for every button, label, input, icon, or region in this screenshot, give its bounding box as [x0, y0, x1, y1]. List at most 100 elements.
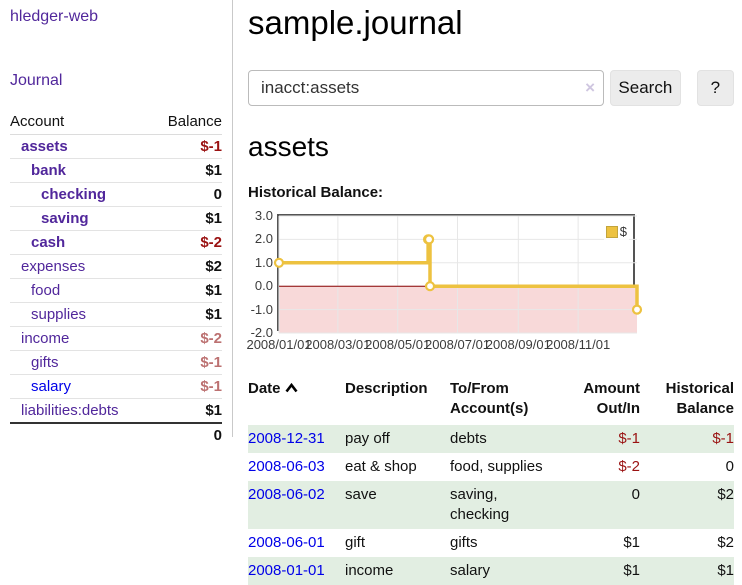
x-axis-tick-label: 2008/03/01 — [305, 337, 371, 352]
accounts-table: Account Balance assets $-1 bank $1 checking 0… — [10, 110, 222, 447]
account-row: food $1 — [10, 279, 222, 303]
transaction-row: 2008-12-31 pay off debts $-1 $-1 — [248, 425, 734, 453]
account-link-saving[interactable]: saving — [41, 210, 89, 227]
account-link-expenses[interactable]: expenses — [21, 258, 86, 275]
transaction-row: 2008-06-03 eat & shop food, supplies $-2 0 — [248, 453, 734, 481]
clear-search-icon[interactable]: × — [585, 78, 596, 97]
transaction-amount: $-2 — [618, 458, 640, 475]
accounts-total-row: 0 — [10, 422, 222, 447]
chart-canvas — [273, 215, 643, 334]
account-balance: 0 — [213, 186, 222, 203]
balance-column-header: Historical Balance — [665, 380, 734, 417]
historical-balance-chart: 3.0 2.0 1.0 0.0 -1.0 -2.0 $ 2008/01/01 2008/03… — [246, 209, 734, 354]
transaction-amount: 0 — [631, 486, 640, 503]
transaction-balance: $1 — [717, 562, 734, 579]
account-link-assets[interactable]: assets — [21, 138, 68, 155]
transactions-header-row: Date Description To/From Account(s) Amou… — [248, 375, 734, 425]
accounts-total-balance: 0 — [213, 427, 222, 444]
transaction-amount: $1 — [623, 534, 640, 551]
account-balance: $-1 — [200, 378, 222, 395]
transaction-balance: $-1 — [712, 430, 734, 447]
account-row: cash $-2 — [10, 231, 222, 255]
account-balance: $2 — [205, 258, 222, 275]
account-row: expenses $2 — [10, 255, 222, 279]
account-row: income $-2 — [10, 327, 222, 351]
transaction-amount: $1 — [623, 562, 640, 579]
transaction-date-link[interactable]: 2008-12-31 — [248, 430, 325, 447]
account-balance: $1 — [205, 210, 222, 227]
search-button[interactable]: Search — [610, 70, 681, 106]
transaction-description: gift — [345, 534, 366, 551]
y-axis-tick-label: -1.0 — [250, 301, 273, 317]
accounts-column-header: To/From Account(s) — [450, 380, 529, 417]
account-row: bank $1 — [10, 159, 222, 183]
transaction-description: eat & shop — [345, 458, 417, 475]
account-link-liabilities-debts[interactable]: liabilities:debts — [21, 402, 119, 419]
account-link-bank[interactable]: bank — [31, 162, 67, 179]
x-axis-tick-label: 2008/05/01 — [365, 337, 431, 352]
legend-swatch-icon — [605, 225, 618, 238]
transaction-accounts: saving, checking — [450, 486, 510, 523]
transaction-accounts: debts — [450, 430, 487, 447]
transaction-date-link[interactable]: 2008-06-01 — [248, 534, 325, 551]
account-link-supplies[interactable]: supplies — [31, 306, 87, 323]
balance-column-header: Balance — [167, 113, 222, 130]
transaction-description: pay off — [345, 430, 390, 447]
account-balance: $-1 — [200, 138, 222, 155]
transactions-table: Date Description To/From Account(s) Amou… — [248, 375, 734, 585]
transaction-balance: $2 — [717, 534, 734, 551]
x-axis-tick-label: 2008/11/01 — [546, 337, 611, 352]
account-row: supplies $1 — [10, 303, 222, 327]
description-column-header: Description — [345, 380, 428, 397]
account-link-checking[interactable]: checking — [41, 186, 107, 203]
accounts-table-header: Account Balance — [10, 110, 222, 135]
app-title-link[interactable]: hledger-web — [10, 8, 99, 25]
y-axis-tick-label: -2.0 — [250, 325, 273, 340]
account-column-header: Account — [10, 113, 65, 130]
transaction-row: 2008-06-02 save saving, checking 0 $2 — [248, 481, 734, 529]
account-link-cash[interactable]: cash — [31, 234, 66, 251]
account-link-salary[interactable]: salary — [31, 378, 72, 395]
y-axis-tick-label: 1.0 — [254, 254, 273, 270]
account-link-food[interactable]: food — [31, 282, 61, 299]
transaction-accounts: salary — [450, 562, 491, 579]
date-column-header[interactable]: Date — [248, 375, 345, 425]
y-axis-tick-label: 3.0 — [254, 208, 273, 223]
account-row: saving $1 — [10, 207, 222, 231]
chart-plot-area: $ — [273, 214, 643, 334]
account-link-income[interactable]: income — [21, 330, 70, 347]
transaction-balance: 0 — [725, 458, 734, 475]
account-balance: $1 — [205, 162, 222, 179]
chart-title: Historical Balance: — [248, 184, 384, 201]
account-balance: $-2 — [200, 234, 222, 251]
transaction-accounts: gifts — [450, 534, 478, 551]
chart-legend: $ — [603, 223, 629, 240]
account-balance: $-2 — [200, 330, 222, 347]
account-row: salary $-1 — [10, 375, 222, 399]
y-axis-tick-label: 2.0 — [254, 231, 273, 247]
transaction-accounts: food, supplies — [450, 458, 543, 475]
sidebar-item-journal[interactable]: Journal — [10, 72, 63, 89]
transaction-row: 2008-06-01 gift gifts $1 $2 — [248, 529, 734, 557]
x-axis-tick-label: 2008/01/01 — [246, 337, 312, 352]
transaction-date-link[interactable]: 2008-01-01 — [248, 562, 325, 579]
help-button[interactable]: ? — [696, 70, 734, 106]
main-panel: sample.journal × Search ? assets Histori… — [246, 0, 734, 585]
transaction-row: 2008-01-01 income salary $1 $1 — [248, 557, 734, 585]
transaction-description: income — [345, 562, 394, 579]
account-row: checking 0 — [10, 183, 222, 207]
account-link-gifts[interactable]: gifts — [31, 354, 59, 371]
search-input[interactable] — [248, 70, 605, 106]
y-axis-tick-label: 0.0 — [254, 278, 273, 294]
accounts-list: assets $-1 bank $1 checking 0 saving $1 cash $-2 e… — [10, 135, 222, 423]
account-row: gifts $-1 — [10, 351, 222, 375]
account-balance: $1 — [205, 402, 222, 419]
sort-ascending-icon — [284, 379, 298, 399]
search-form: × Search ? — [248, 70, 734, 106]
account-balance: $1 — [205, 306, 222, 323]
legend-label: $ — [619, 224, 627, 239]
amount-column-header: Amount Out/In — [583, 380, 640, 417]
transaction-date-link[interactable]: 2008-06-03 — [248, 458, 325, 475]
transaction-date-link[interactable]: 2008-06-02 — [248, 486, 325, 503]
account-balance: $-1 — [200, 354, 222, 371]
